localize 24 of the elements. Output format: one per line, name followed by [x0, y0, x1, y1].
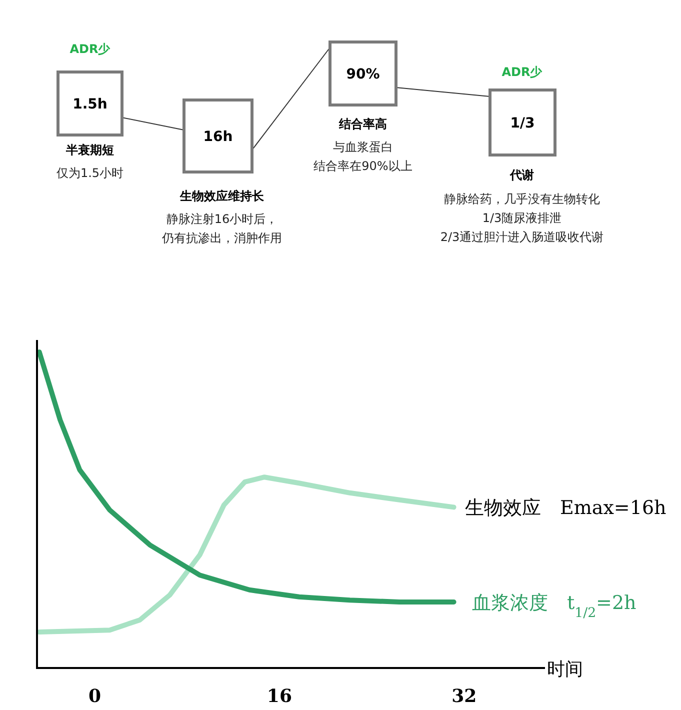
text: 仅为1.5小时 — [56, 166, 124, 180]
text: ADR少 — [70, 42, 112, 56]
text: 静脉注射16小时后， — [166, 212, 278, 226]
text: 2/3通过胆汁进入肠道吸收代谢 — [440, 230, 604, 244]
category-label: 16h — [203, 129, 233, 145]
text: 半衰期短 — [65, 143, 114, 157]
text: 仍有抗渗出，消肿作用 — [161, 231, 282, 245]
text: 静脉给药，几乎没有生物转化 — [444, 192, 600, 206]
text: 与血浆蛋白 — [333, 140, 393, 154]
text: 生物效应维持长 — [179, 189, 265, 203]
text: 1/3随尿液排泄 — [482, 211, 562, 225]
x-tick-label: 32 — [452, 686, 477, 707]
text: 代谢 — [509, 168, 534, 182]
text: 结合率高 — [338, 117, 387, 131]
category-label: 90% — [346, 66, 380, 82]
x-tick-label: 0 — [88, 686, 101, 707]
series-label: 血浆浓度 t$_{1/2}$=2h — [472, 592, 636, 620]
x-tick-label: 16 — [266, 686, 292, 707]
text: ADR少 — [502, 65, 544, 79]
series-label: 生物效应 Emax=16h — [465, 497, 666, 519]
x-axis-title: 时间 — [547, 659, 583, 680]
category-label: 1.5h — [72, 96, 108, 112]
text: 结合率在90%以上 — [314, 159, 412, 173]
category-label: 1/3 — [510, 116, 535, 132]
